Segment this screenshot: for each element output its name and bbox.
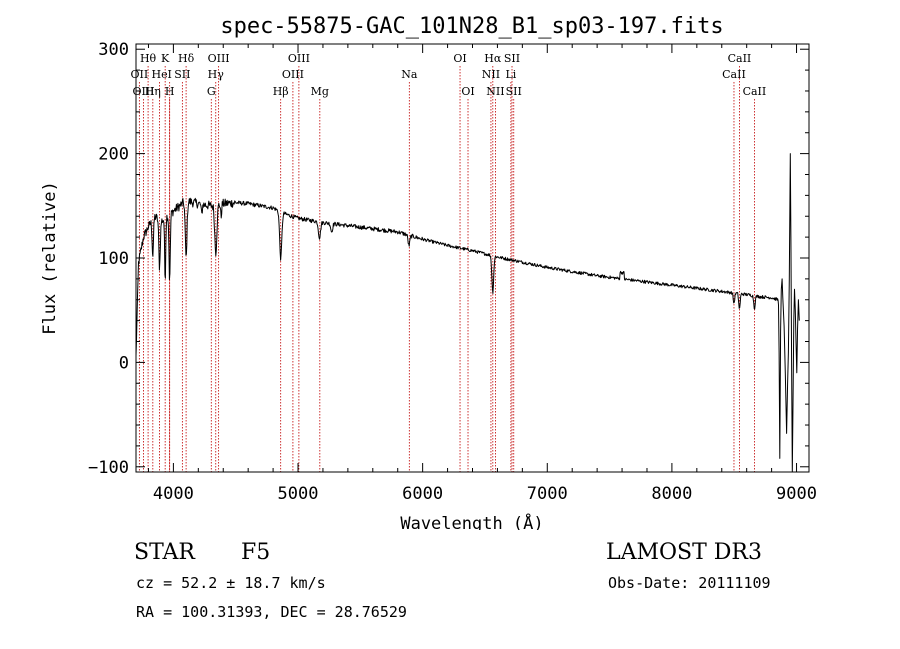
line-marker-label: NII xyxy=(482,68,500,81)
spectrum-series-line xyxy=(135,153,800,473)
line-marker-label: SII xyxy=(504,52,520,65)
line-marker-label: Li xyxy=(505,68,516,81)
y-tick-label: 300 xyxy=(98,40,129,60)
y-tick-label: 100 xyxy=(98,249,129,269)
line-marker-label: K xyxy=(161,52,170,65)
line-marker-label: Mg xyxy=(311,85,329,98)
x-tick-label: 8000 xyxy=(651,484,692,504)
x-tick-label: 9000 xyxy=(776,484,817,504)
line-marker-label: I xyxy=(167,68,171,81)
coordinates-label: RA = 100.31393, DEC = 28.76529 xyxy=(136,603,407,621)
line-marker-label: He xyxy=(152,68,168,81)
line-marker-label: OI xyxy=(453,52,466,65)
x-tick-label: 6000 xyxy=(402,484,443,504)
redshift-label: cz = 52.2 ± 18.7 km/s xyxy=(136,574,326,592)
line-marker-label: OIII xyxy=(208,52,230,65)
x-tick-label: 5000 xyxy=(278,484,319,504)
line-marker-label: G xyxy=(207,85,216,98)
obs-date-label: Obs-Date: 20111109 xyxy=(608,574,771,592)
line-marker-label: CaII xyxy=(728,52,752,65)
x-axis-label: Wavelength (Å) xyxy=(400,512,543,530)
y-tick-label: −100 xyxy=(88,458,129,478)
y-tick-label: 0 xyxy=(119,353,129,373)
line-marker-label: SII xyxy=(174,68,190,81)
spectrum-chart: spec-55875-GAC_101N28_B1_sp03-197.fits H… xyxy=(40,14,817,530)
line-marker-label: Hα xyxy=(484,52,502,65)
line-marker-label: Hη xyxy=(145,85,161,98)
line-marker-label: SII xyxy=(506,85,522,98)
survey-label: LAMOST DR3 xyxy=(606,540,762,565)
y-tick-label: 200 xyxy=(98,145,129,165)
line-marker-label: Hδ xyxy=(178,52,195,65)
line-marker-label: OIII xyxy=(132,85,154,98)
plot-frame xyxy=(135,43,810,473)
line-marker-label: OIII xyxy=(288,52,310,65)
y-axis-label: Flux (relative) xyxy=(40,181,60,335)
x-tick-label: 7000 xyxy=(527,484,568,504)
line-marker-label: OIII xyxy=(282,68,304,81)
y-axis: −100 0 100 200 300 xyxy=(88,40,809,478)
x-axis: 4000 5000 6000 7000 8000 9000 xyxy=(147,44,817,504)
line-marker-label: Hβ xyxy=(273,85,289,98)
line-marker-label: Hγ xyxy=(208,68,225,81)
line-marker-label: CaII xyxy=(722,68,746,81)
x-tick-label: 4000 xyxy=(153,484,194,504)
subclass-label: F5 xyxy=(241,540,271,565)
chart-title: spec-55875-GAC_101N28_B1_sp03-197.fits xyxy=(220,14,723,39)
line-marker-label: NII xyxy=(486,85,504,98)
line-marker-label: OII xyxy=(131,68,149,81)
line-marker-label: Na xyxy=(401,68,418,81)
object-type-label: STAR xyxy=(134,540,195,565)
line-marker-label: OI xyxy=(461,85,474,98)
line-marker-label: CaII xyxy=(743,85,767,98)
line-marker-label: Hθ xyxy=(140,52,157,65)
line-marker-label: H xyxy=(165,85,175,98)
